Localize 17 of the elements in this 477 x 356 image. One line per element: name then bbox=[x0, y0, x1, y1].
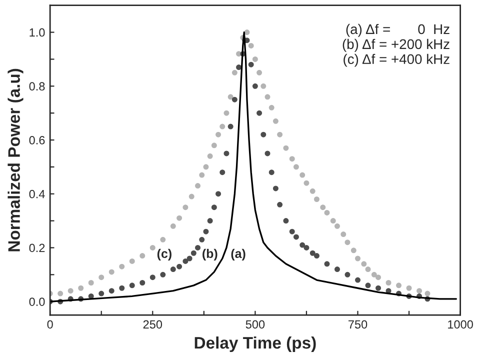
series-label: (b) bbox=[202, 248, 218, 260]
x-tick-label: 1000 bbox=[448, 320, 473, 329]
y-tick-label: 0.4 bbox=[29, 190, 45, 198]
x-tick-label: 250 bbox=[143, 320, 162, 329]
x-tick-label: 0 bbox=[47, 320, 53, 329]
series-label: (c) bbox=[157, 248, 172, 260]
series-label: (a) bbox=[231, 248, 246, 260]
y-tick-label: 0.2 bbox=[29, 244, 45, 252]
x-axis-title: Delay Time (ps) bbox=[194, 336, 316, 352]
annotation: (a) Δf = 0 Hz (b) Δf = +200 kHz (c) Δf = +400 kHz bbox=[342, 24, 450, 67]
x-tick-label: 500 bbox=[246, 320, 265, 329]
y-axis-title: Normalized Power (a.u) bbox=[8, 68, 24, 252]
y-tick-label: 1.0 bbox=[30, 28, 45, 37]
y-tick-label: 0.8 bbox=[29, 82, 45, 91]
x-tick-label: 750 bbox=[348, 320, 368, 329]
y-tick-label: 0.6 bbox=[29, 136, 45, 144]
y-tick-label: 0.0 bbox=[29, 298, 45, 306]
